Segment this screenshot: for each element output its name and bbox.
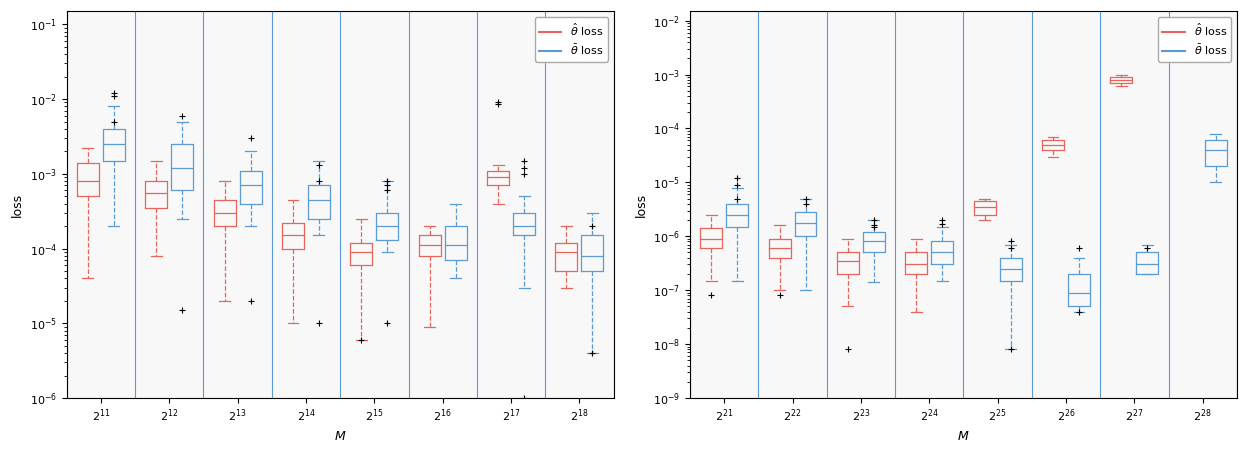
Y-axis label: loss: loss xyxy=(11,192,24,217)
X-axis label: M: M xyxy=(958,430,968,443)
Legend: $\hat{\theta}$ loss, $\bar{\theta}$ loss: $\hat{\theta}$ loss, $\bar{\theta}$ loss xyxy=(1158,17,1232,62)
Legend: $\hat{\theta}$ loss, $\bar{\theta}$ loss: $\hat{\theta}$ loss, $\bar{\theta}$ loss xyxy=(534,17,608,62)
Y-axis label: loss: loss xyxy=(634,192,648,217)
X-axis label: M: M xyxy=(334,430,346,443)
